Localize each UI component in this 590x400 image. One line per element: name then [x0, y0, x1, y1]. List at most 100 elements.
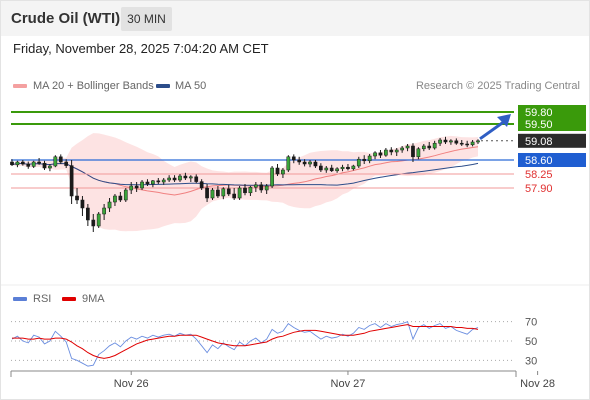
candle	[476, 139, 480, 144]
candle	[199, 179, 204, 190]
candle-body	[302, 161, 307, 165]
research-credit: Research © 2025 Trading Central	[415, 80, 580, 92]
candle-body	[172, 177, 177, 181]
candle	[161, 178, 166, 185]
level-label: 59.08	[525, 136, 553, 148]
candle	[459, 140, 464, 146]
candle	[248, 186, 253, 196]
candle	[80, 196, 85, 216]
candle	[281, 168, 285, 178]
ma9-legend-label: 9MA	[82, 293, 105, 305]
candle	[232, 188, 237, 200]
level-label-box	[518, 153, 586, 167]
candle	[427, 142, 432, 150]
candle	[302, 159, 307, 167]
candle-body	[86, 207, 90, 221]
candle-body	[96, 213, 101, 227]
candle	[394, 148, 399, 156]
candle-body	[75, 195, 79, 201]
candle-body	[64, 161, 69, 166]
candle-body	[243, 187, 247, 194]
candle	[275, 164, 280, 176]
candle-body	[400, 147, 404, 151]
candle	[118, 192, 123, 202]
candle-body	[459, 142, 464, 145]
bollinger-band-area	[12, 133, 478, 232]
candle	[10, 159, 14, 166]
candle-body	[389, 149, 394, 153]
candle-body	[188, 176, 193, 179]
candle	[324, 166, 329, 173]
x-axis-tick-label: Nov 27	[331, 378, 366, 390]
level-label-box	[518, 117, 586, 131]
rsi-tick-label: 70	[525, 317, 537, 329]
x-axis-tick-label: Nov 28	[520, 378, 555, 390]
candle	[470, 140, 475, 147]
candle	[340, 164, 345, 172]
candle	[264, 184, 269, 194]
candle-body	[226, 188, 231, 195]
ma9-legend-swatch	[62, 297, 76, 301]
candle-body	[118, 195, 123, 201]
candle	[313, 160, 318, 168]
candle-body	[275, 167, 280, 175]
candle	[172, 175, 177, 182]
candle-body	[421, 145, 426, 150]
candle	[37, 158, 41, 165]
candle-body	[134, 185, 139, 189]
candle-body	[37, 161, 41, 164]
candle	[69, 160, 74, 204]
candle	[102, 204, 106, 220]
candle-body	[324, 167, 329, 171]
candle-body	[221, 188, 226, 197]
candle	[297, 156, 302, 165]
rsi-line	[11, 321, 479, 367]
candle-body	[80, 199, 85, 209]
candle-body	[107, 201, 112, 209]
candle-body	[178, 175, 182, 181]
candle-body	[194, 176, 199, 182]
candle	[454, 138, 459, 145]
candle	[438, 138, 442, 146]
candle-body	[405, 145, 410, 149]
candle	[53, 155, 58, 168]
candle-body	[346, 166, 350, 170]
candle-body	[248, 186, 253, 194]
candle	[64, 159, 69, 168]
candle-body	[102, 207, 106, 215]
candle	[140, 180, 144, 190]
candle-body	[356, 158, 361, 167]
level-label: 59.50	[525, 119, 553, 131]
candle-body	[432, 142, 437, 149]
level-label: 59.80	[525, 107, 553, 119]
candle	[421, 144, 426, 152]
interval-button[interactable]: 30 MIN	[121, 7, 172, 31]
candle-body	[286, 156, 291, 171]
candle-body	[123, 189, 128, 201]
candle-body	[378, 152, 383, 156]
level-label-box	[518, 105, 586, 119]
candle	[113, 194, 117, 206]
candle	[243, 184, 247, 196]
candle-body	[167, 177, 171, 181]
candle	[378, 150, 383, 158]
candle-body	[454, 140, 459, 144]
rsi-ma9-line	[12, 324, 479, 359]
candle	[75, 188, 79, 204]
candle-body	[48, 165, 52, 169]
level-label: 58.25	[525, 169, 553, 181]
candle	[156, 178, 161, 184]
candle	[31, 160, 36, 168]
rsi-legend-label: RSI	[33, 293, 52, 305]
candle-body	[31, 161, 36, 167]
candle	[335, 167, 339, 173]
candle	[210, 188, 215, 200]
candle-body	[308, 161, 312, 165]
candle	[91, 214, 96, 232]
ma50-legend-label: MA 50	[175, 80, 207, 92]
candle	[178, 174, 182, 182]
level-label-box	[518, 133, 586, 148]
ma50-legend-swatch	[156, 84, 170, 88]
candle-body	[384, 149, 388, 156]
